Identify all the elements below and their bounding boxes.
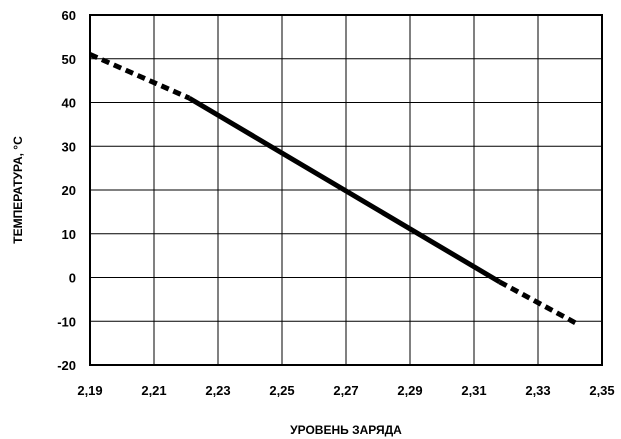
x-tick-label: 2,23 [205,383,230,398]
x-tick-label: 2,29 [397,383,422,398]
series-line-0-dashed [88,52,191,101]
series-layer [88,52,578,326]
y-tick-label: 40 [62,96,76,111]
x-tick-label: 2,19 [77,383,102,398]
series-line-1-solid [187,95,501,285]
x-tick-label: 2,25 [269,383,294,398]
y-tick-label: 30 [62,139,76,154]
x-tick-label: 2,27 [333,383,358,398]
x-tick-label: 2,33 [525,383,550,398]
x-axis-ticks: 2,19 2,21 2,23 2,25 2,27 2,29 2,31 2,33 2,35 [77,383,614,398]
y-tick-label: 10 [62,227,76,242]
x-tick-label: 2,35 [589,383,614,398]
y-tick-label: 60 [62,8,76,23]
y-tick-label: 20 [62,183,76,198]
y-axis-title: ТЕМПЕРАТУРА, °C [11,136,25,244]
x-tick-label: 2,31 [461,383,486,398]
y-tick-label: -10 [57,314,76,329]
y-axis-ticks: -20 -10 0 10 20 30 40 50 60 [57,8,76,373]
x-tick-label: 2,21 [141,383,166,398]
y-tick-label: 50 [62,52,76,67]
x-axis-title: УРОВЕНЬ ЗАРЯДА [290,423,402,437]
series-line-2-dashed [498,279,578,326]
y-tick-label: 0 [69,271,76,286]
y-tick-label: -20 [57,358,76,373]
plot-frame [89,14,603,366]
